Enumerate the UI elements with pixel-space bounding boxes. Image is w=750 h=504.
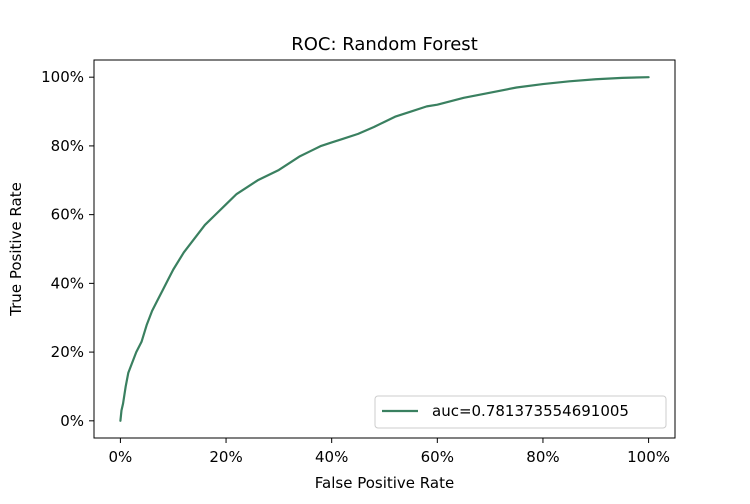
x-tick-label: 40% [315, 448, 348, 466]
y-axis-ticks: 0% 20% 40% 60% 80% 100% [41, 68, 94, 430]
roc-curve-line [119, 76, 650, 422]
y-tick-label: 80% [51, 137, 84, 155]
legend-box [374, 395, 667, 429]
x-tick-label: 100% [627, 448, 670, 466]
y-tick-label: 0% [60, 412, 84, 430]
x-tick-label: 60% [421, 448, 454, 466]
y-tick-label: 20% [51, 343, 84, 361]
legend: auc=0.781373554691005 [374, 395, 667, 429]
legend-label: auc=0.781373554691005 [432, 402, 629, 420]
x-axis-label: False Positive Rate [315, 474, 454, 492]
y-tick-label: 60% [51, 206, 84, 224]
x-tick-label: 20% [209, 448, 242, 466]
x-tick-label: 80% [526, 448, 559, 466]
y-axis-label: True Positive Rate [7, 182, 25, 317]
chart-marks [119, 76, 650, 422]
plot-frame [93, 59, 676, 439]
x-axis-ticks: 0% 20% 40% 60% 80% 100% [109, 438, 670, 466]
y-tick-label: 40% [51, 274, 84, 292]
y-tick-label: 100% [41, 68, 84, 86]
chart-title: ROC: Random Forest [291, 34, 478, 55]
x-tick-label: 0% [109, 448, 133, 466]
